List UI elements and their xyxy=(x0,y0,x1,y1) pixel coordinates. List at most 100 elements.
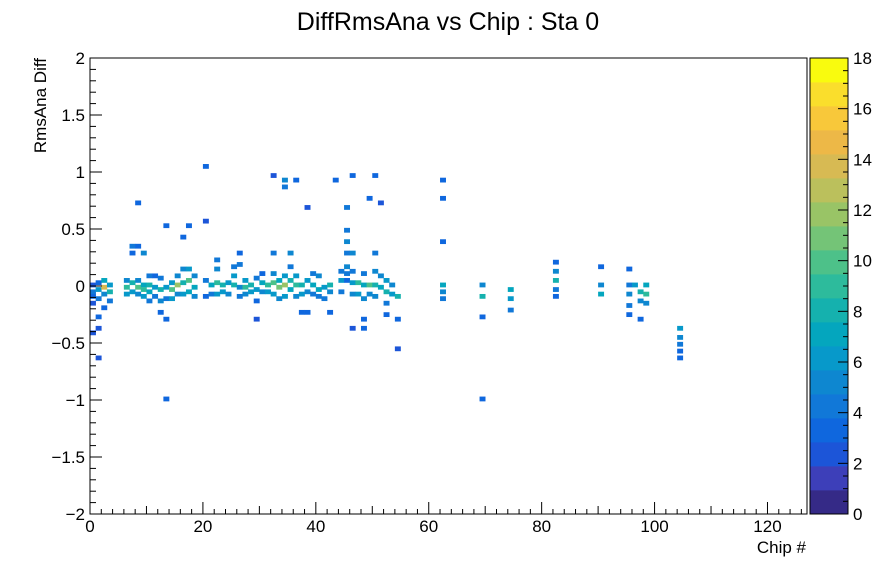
heatmap-cell xyxy=(219,289,226,295)
heatmap-cell xyxy=(231,264,238,270)
heatmap-cell xyxy=(163,296,170,302)
heatmap-cell xyxy=(152,273,159,279)
heatmap-cell xyxy=(270,250,277,256)
colorbar-segment xyxy=(810,202,848,227)
heatmap-cell xyxy=(146,282,153,288)
heatmap-cell xyxy=(507,296,514,302)
heatmap-cell xyxy=(440,296,446,302)
heatmap-cell xyxy=(106,298,113,304)
heatmap-cell xyxy=(157,298,164,304)
heatmap-cell xyxy=(135,291,142,297)
colorbar-tick-label: 16 xyxy=(853,100,872,119)
heatmap-cell xyxy=(174,273,181,279)
heatmap-cell xyxy=(377,284,384,290)
heatmap-cell xyxy=(372,173,379,178)
y-tick-label: 0.5 xyxy=(61,220,85,239)
x-axis: 0 20 40 60 80 100 120 xyxy=(85,502,802,536)
heatmap-cell xyxy=(214,266,221,272)
heatmap-cell xyxy=(440,239,446,245)
heatmap-cell xyxy=(135,284,142,290)
heatmap-cell xyxy=(95,280,102,286)
heatmap-cell xyxy=(135,243,142,249)
colorbar-segment xyxy=(810,130,848,155)
heatmap-cell xyxy=(298,282,305,288)
heatmap-cell xyxy=(440,195,446,201)
heatmap-cell xyxy=(95,325,102,331)
heatmap-cell xyxy=(287,278,294,283)
heatmap-cell xyxy=(281,184,288,190)
heatmap-cell xyxy=(298,291,305,297)
heatmap-cell xyxy=(298,309,305,315)
heatmap-cell xyxy=(146,298,153,304)
heatmap-cell xyxy=(95,287,102,292)
heatmap-cell xyxy=(253,275,260,281)
heatmap-cell xyxy=(507,307,514,313)
colorbar-segment xyxy=(810,466,848,491)
colorbar-tick-label: 14 xyxy=(853,150,872,169)
heatmap-cell xyxy=(315,293,322,299)
colorbar-segment xyxy=(810,178,848,203)
heatmap-cell xyxy=(169,287,175,292)
x-tick-label: 40 xyxy=(306,517,325,536)
heatmap-cell xyxy=(360,271,367,276)
x-tick-label: 120 xyxy=(753,517,781,536)
heatmap-cell xyxy=(270,280,277,286)
heatmap-cell xyxy=(146,289,153,295)
heatmap-cell xyxy=(180,234,187,240)
heatmap-cell xyxy=(552,268,559,274)
heatmap-cell xyxy=(157,275,164,281)
heatmap-cell xyxy=(349,280,356,286)
heatmap-cell xyxy=(180,291,187,297)
heatmap-cell xyxy=(440,282,446,288)
heatmap-cell xyxy=(479,282,486,288)
heatmap-cell xyxy=(191,293,198,299)
heatmap-cell xyxy=(270,173,277,178)
heatmap-cell xyxy=(626,291,633,297)
heatmap-cell xyxy=(383,289,390,295)
heatmap-cell xyxy=(372,293,379,299)
heatmap-cell xyxy=(236,284,243,290)
colorbar-segment xyxy=(810,250,848,275)
heatmap-cell xyxy=(372,282,379,288)
heatmap-cell xyxy=(355,280,362,286)
heatmap-cell xyxy=(327,289,334,295)
heatmap-cell xyxy=(310,282,317,288)
heatmap-cell xyxy=(276,296,283,302)
colorbar-segment xyxy=(810,58,848,83)
heatmap-cell xyxy=(366,291,373,297)
heatmap-cell xyxy=(383,312,390,318)
heatmap-cell xyxy=(259,289,266,295)
colorbar-segment xyxy=(810,274,848,299)
heatmap-cell xyxy=(677,355,684,361)
heatmap-cell xyxy=(163,316,170,322)
chart-title: DiffRmsAna vs Chip : Sta 0 xyxy=(297,8,599,36)
heatmap-cell xyxy=(383,300,390,306)
heatmap-cell xyxy=(208,282,215,288)
y-tick-label: −0.5 xyxy=(51,334,85,353)
heatmap-cell xyxy=(293,177,300,183)
heatmap-cell xyxy=(349,325,356,331)
heatmap-cell xyxy=(304,309,311,315)
heatmap-cell xyxy=(191,273,198,279)
heatmap-cell xyxy=(123,291,130,297)
heatmap-cell xyxy=(180,266,187,272)
heatmap-cell xyxy=(366,195,373,201)
heatmap-cell xyxy=(106,289,113,295)
heatmap-cell xyxy=(643,300,650,306)
heatmap-cell xyxy=(202,164,209,169)
colorbar-tick-label: 4 xyxy=(853,404,862,423)
heatmap-cell xyxy=(253,316,260,322)
heatmap-cell xyxy=(389,291,396,297)
heatmap-cell xyxy=(479,396,486,402)
heatmap-cell xyxy=(366,282,373,288)
heatmap-cell xyxy=(637,298,644,304)
heatmap-cell xyxy=(253,287,260,292)
x-tick-label: 100 xyxy=(640,517,668,536)
heatmap-cell xyxy=(327,282,334,288)
colorbar-tick-label: 10 xyxy=(853,252,872,271)
heatmap-cell xyxy=(344,239,351,245)
heatmap-cell xyxy=(479,314,486,320)
heatmap-cell xyxy=(637,316,644,322)
x-tick-label: 80 xyxy=(532,517,551,536)
heatmap-cell xyxy=(626,266,633,272)
